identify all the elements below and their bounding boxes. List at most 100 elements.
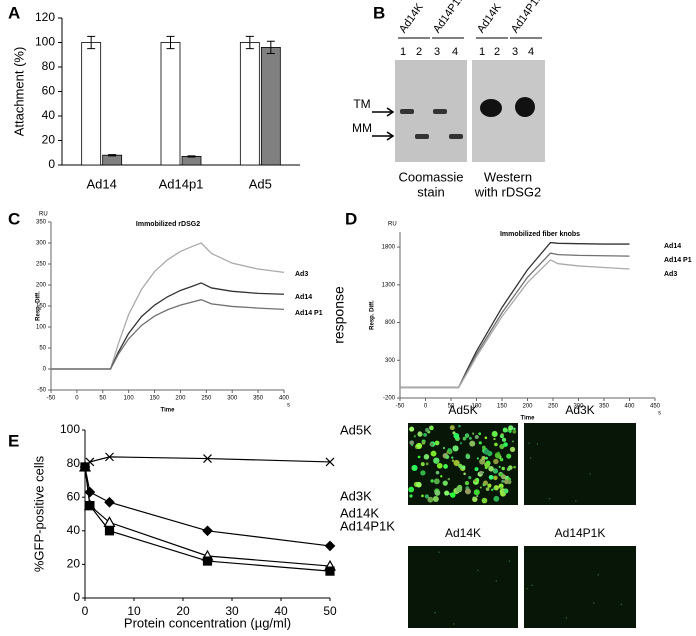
cell <box>417 455 421 459</box>
cell <box>423 433 427 437</box>
marker <box>104 526 115 536</box>
cell <box>484 436 488 440</box>
cell <box>421 494 424 498</box>
cell <box>493 475 498 481</box>
marker <box>324 540 336 552</box>
cell <box>458 463 463 469</box>
cell <box>479 458 486 465</box>
chart-title: Immobilized rDSG2 <box>136 221 200 228</box>
gel-caption: Western <box>484 169 532 184</box>
bar <box>260 47 281 166</box>
cell <box>503 479 509 485</box>
arrow <box>372 107 395 141</box>
lane-group-label: Ad14K <box>397 1 426 35</box>
y-tick-label: 1300 <box>382 282 396 288</box>
x-tick-label: 100 <box>124 396 135 402</box>
error-bar <box>87 35 96 50</box>
cell <box>501 466 506 471</box>
cell <box>499 457 504 462</box>
cell <box>476 457 479 460</box>
x-unit: s <box>658 411 661 417</box>
x-tick-label: 10 <box>127 604 141 618</box>
cell <box>513 465 516 469</box>
cell <box>417 431 422 436</box>
cell <box>492 468 499 474</box>
cell <box>528 442 530 444</box>
cell <box>493 495 500 502</box>
gel-band <box>515 97 535 117</box>
marker <box>104 496 115 508</box>
gel-band <box>480 99 502 117</box>
cell <box>409 426 415 432</box>
series-label: Ad3K <box>340 488 372 503</box>
lane-group-label: Ad14K <box>475 1 504 35</box>
series-label: Ad14P1K <box>340 518 395 533</box>
x-tick-label: 50 <box>323 604 337 618</box>
y-tick-label: 120 <box>35 10 55 24</box>
cell <box>503 488 509 494</box>
y-tick-label: 350 <box>36 220 47 226</box>
y-unit: RU <box>39 212 48 218</box>
cell <box>438 551 440 553</box>
lane-number: 2 <box>416 46 422 58</box>
y-unit: RU <box>388 222 397 228</box>
cell <box>462 436 467 441</box>
micrograph-label: Ad3K <box>565 403 594 417</box>
cell <box>430 450 437 457</box>
y-tick-label: 300 <box>385 358 396 364</box>
series-line <box>400 259 630 389</box>
annotation: response <box>331 286 347 344</box>
cell <box>536 443 539 445</box>
cell <box>474 467 479 472</box>
micrograph-label: Ad14K <box>445 526 481 540</box>
cell <box>432 495 439 503</box>
error-bar <box>266 40 275 55</box>
cell <box>411 467 414 470</box>
y-tick-label: 100 <box>60 422 80 436</box>
cell <box>499 486 503 490</box>
cell <box>487 483 492 488</box>
cell <box>427 496 434 503</box>
cell <box>420 462 425 467</box>
cell <box>434 490 441 496</box>
cell <box>473 479 477 483</box>
x-tick-label: 50 <box>448 404 455 410</box>
gel-band <box>449 134 463 139</box>
cell <box>488 465 494 472</box>
cell <box>491 488 494 492</box>
cell <box>478 432 482 436</box>
error-bar <box>166 35 175 50</box>
cell <box>509 446 516 453</box>
x-tick-label: 400 <box>279 396 290 402</box>
cell <box>491 430 498 437</box>
y-tick-label: 40 <box>42 108 56 122</box>
cell <box>597 573 600 576</box>
cell <box>503 442 508 447</box>
cell <box>409 494 413 498</box>
gel-band <box>400 109 414 114</box>
cell <box>474 482 477 485</box>
y-tick-label: 40 <box>67 523 81 537</box>
cell <box>498 465 501 468</box>
cell <box>443 464 448 469</box>
cell <box>469 440 476 447</box>
y-tick-label: 80 <box>67 456 81 470</box>
x-tick-label: 200 <box>175 396 186 402</box>
cell <box>435 470 440 475</box>
y-tick-label: 0 <box>48 157 55 171</box>
x-tick-label: 20 <box>176 604 190 618</box>
cell <box>474 434 479 439</box>
marker <box>80 462 90 472</box>
error-bar <box>108 154 117 157</box>
x-tick-label: 400 <box>624 404 635 410</box>
cell <box>447 477 450 481</box>
cell <box>425 427 430 433</box>
gel-caption: Coomassie <box>398 169 463 184</box>
x-tick-label: 200 <box>522 404 533 410</box>
x-tick-label: 350 <box>253 396 264 402</box>
cell <box>589 473 591 475</box>
cell <box>451 456 454 459</box>
cell <box>459 442 463 445</box>
cell <box>495 580 498 582</box>
